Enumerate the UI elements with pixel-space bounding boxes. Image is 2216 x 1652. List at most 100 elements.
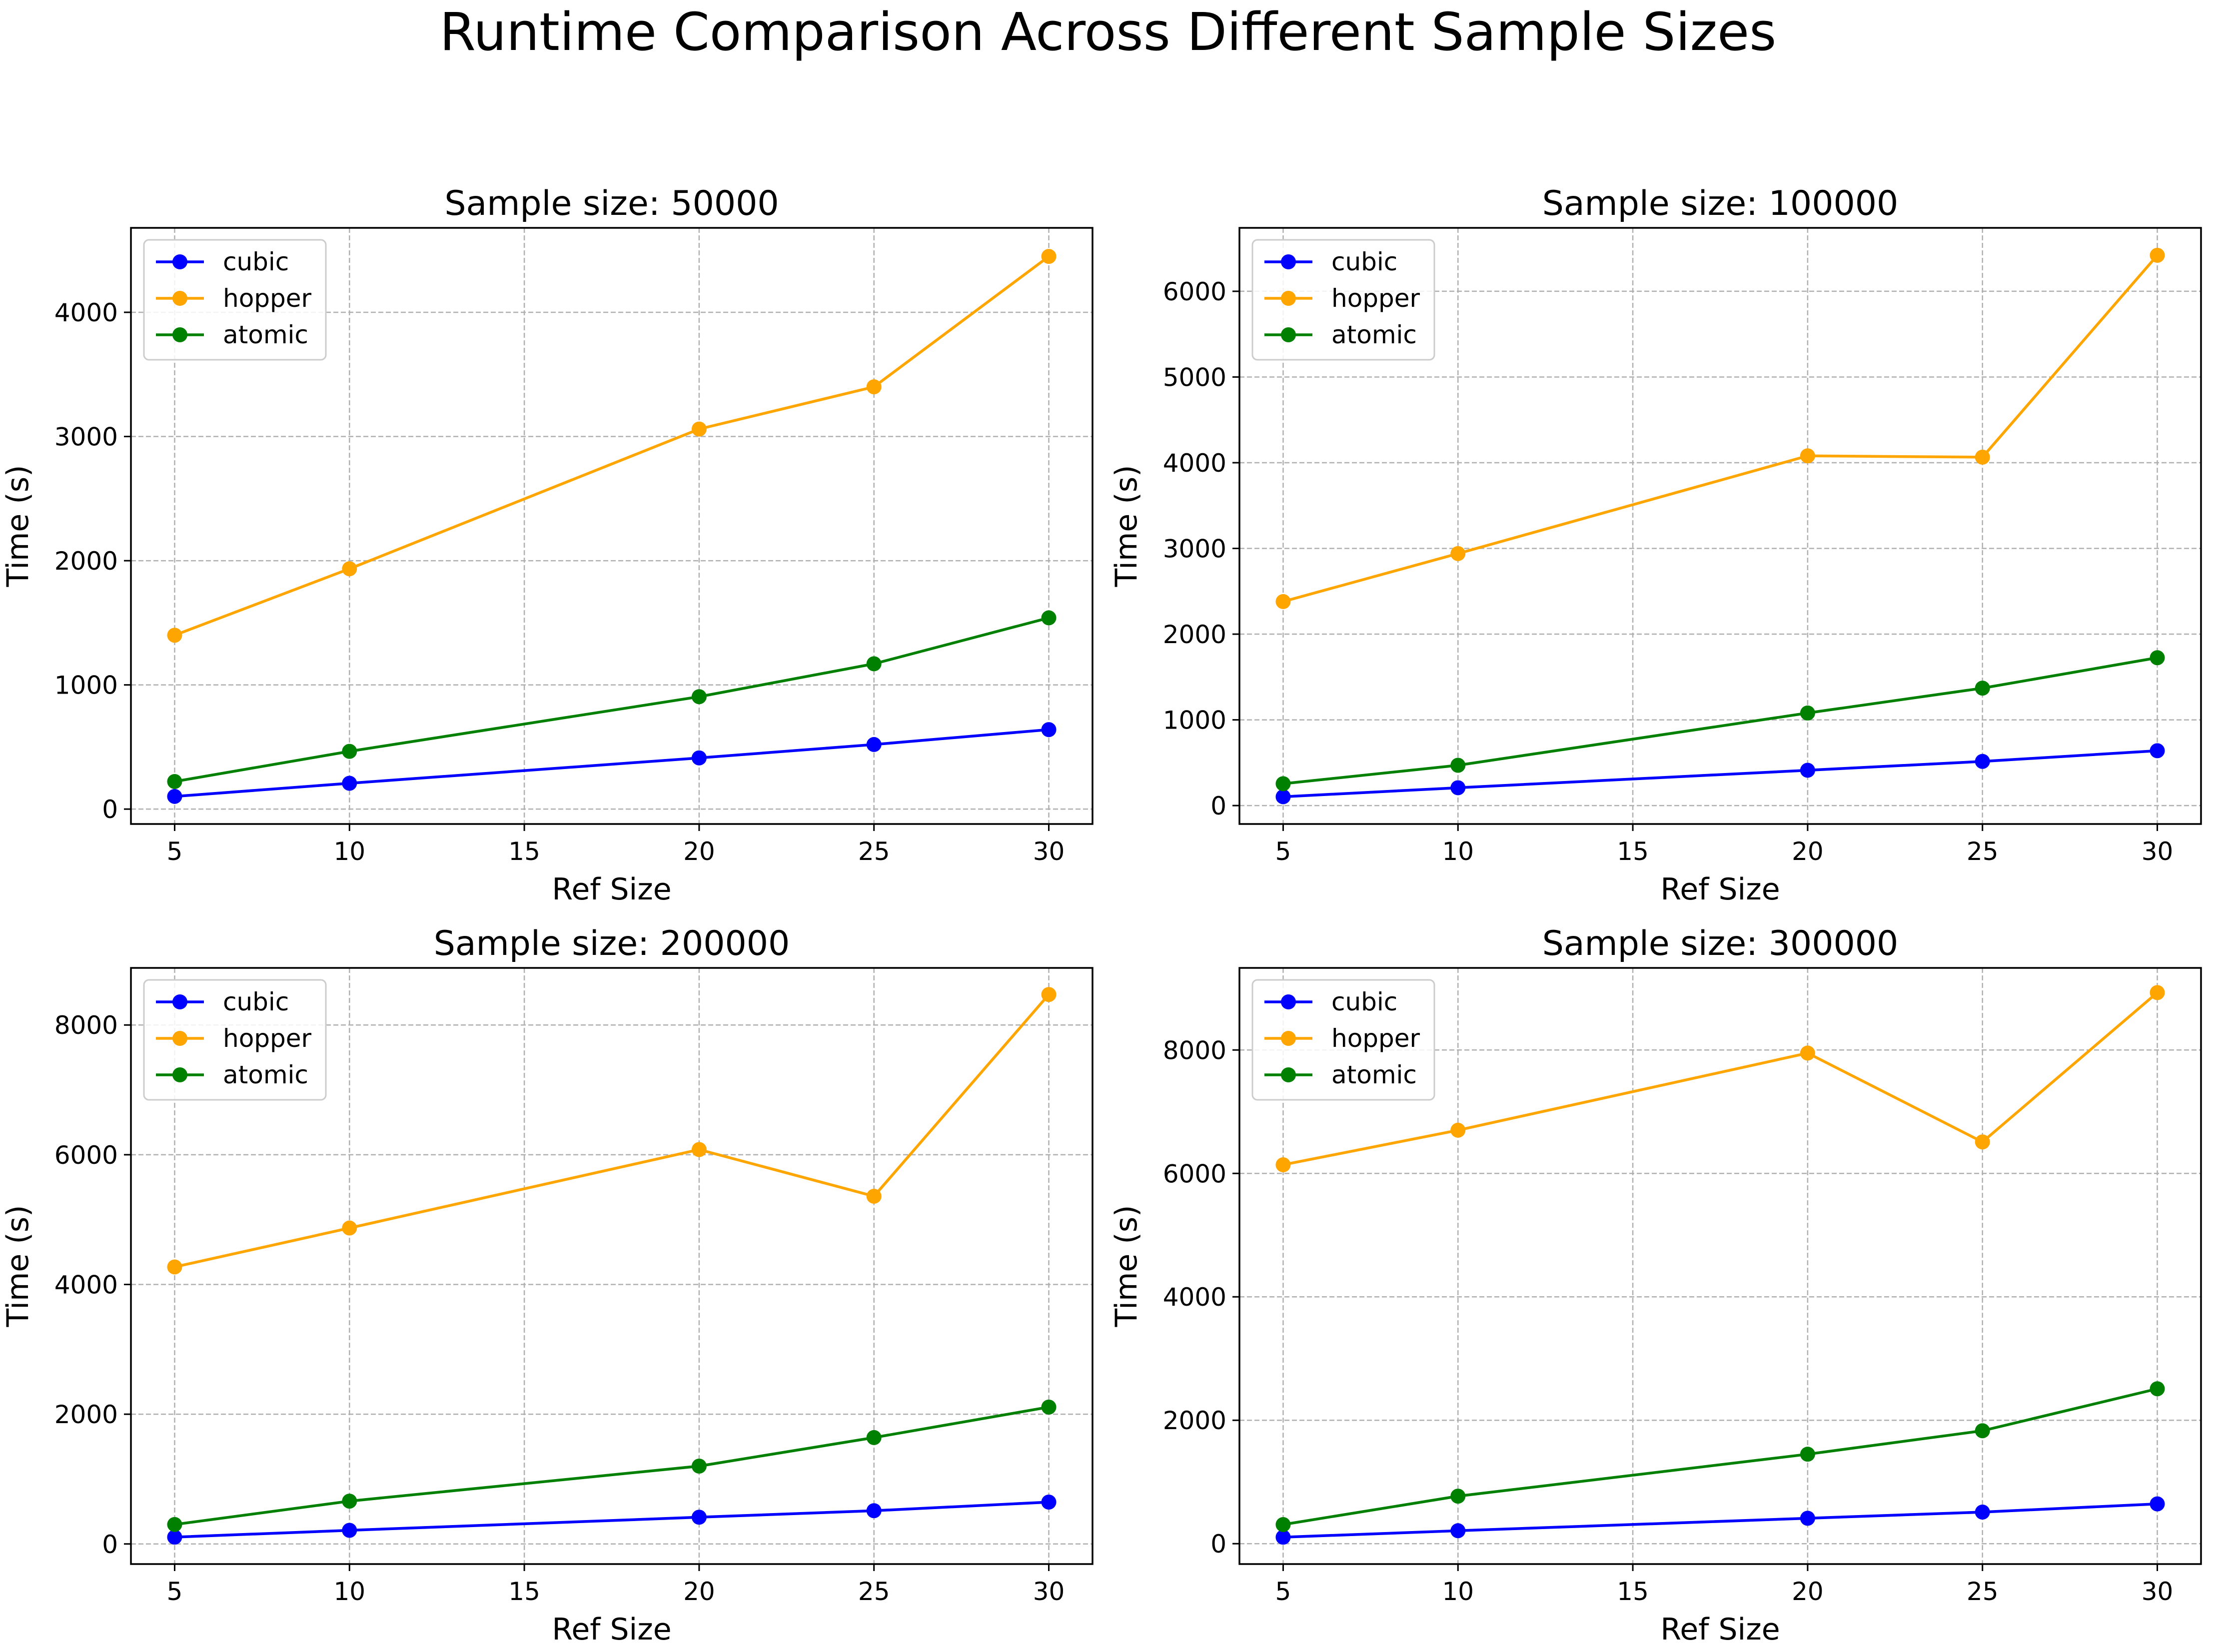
data-point-atomic xyxy=(2150,650,2165,666)
subplot-4: 5 10 15 20 25 30 0 2000 4000 6000 8000 Sample size:… xyxy=(1109,924,2202,1647)
data-point-hopper xyxy=(342,1220,357,1236)
y-axis-label: Time (s) xyxy=(0,1205,35,1328)
data-point-atomic xyxy=(691,689,707,705)
data-point-atomic xyxy=(1275,776,1291,792)
x-tick-label: 5 xyxy=(167,837,183,866)
figure-title: Runtime Comparison Across Different Samp… xyxy=(440,1,1777,62)
legend-label-atomic: atomic xyxy=(223,320,308,349)
x-tick-label: 25 xyxy=(1967,1577,1999,1606)
axes-frame xyxy=(130,967,1094,1565)
x-tick-label: 20 xyxy=(1792,1577,1824,1606)
data-point-atomic xyxy=(1975,681,1990,696)
data-point-hopper xyxy=(1041,249,1057,264)
x-axis-label: Ref Size xyxy=(552,872,671,907)
data-point-hopper xyxy=(866,379,882,395)
data-point-hopper xyxy=(167,628,182,643)
y-tick-label: 8000 xyxy=(1163,1036,1226,1065)
y-tick-label: 1000 xyxy=(54,671,118,700)
legend-marker-cubic xyxy=(172,254,187,269)
legend-marker-hopper xyxy=(1281,291,1296,306)
data-point-atomic xyxy=(1041,610,1057,626)
data-point-hopper xyxy=(1450,1122,1466,1138)
y-tick-label: 2000 xyxy=(1163,1406,1226,1435)
data-point-cubic xyxy=(1800,763,1815,778)
data-point-atomic xyxy=(1041,1399,1057,1415)
data-point-hopper xyxy=(1975,1134,1990,1150)
x-axis-label: Ref Size xyxy=(1660,1612,1780,1647)
data-point-hopper xyxy=(1275,594,1291,609)
legend-box xyxy=(143,979,327,1101)
x-tick-label: 5 xyxy=(167,1577,183,1606)
data-point-hopper xyxy=(342,561,357,577)
axes-frame xyxy=(130,227,1094,825)
data-point-atomic xyxy=(167,774,182,789)
x-tick-label: 30 xyxy=(2142,837,2174,866)
legend-label-cubic: cubic xyxy=(1331,247,1397,276)
y-tick-label: 0 xyxy=(1210,792,1226,821)
data-point-atomic xyxy=(167,1517,182,1532)
data-point-cubic xyxy=(1041,722,1057,738)
legend-label-hopper: hopper xyxy=(223,1024,312,1053)
legend-box xyxy=(1251,979,1435,1101)
data-point-atomic xyxy=(1275,1517,1291,1532)
subplot-title: Sample size: 100000 xyxy=(1542,184,1899,223)
x-tick-label: 30 xyxy=(1033,1577,1065,1606)
data-point-atomic xyxy=(1800,705,1815,721)
x-tick-label: 20 xyxy=(683,837,715,866)
subplot-3: 5 10 15 20 25 30 0 2000 4000 6000 8000 Sample size:… xyxy=(0,924,1094,1647)
axes-frame xyxy=(1238,227,2202,825)
data-point-atomic xyxy=(1975,1423,1990,1439)
x-tick-label: 10 xyxy=(1442,1577,1474,1606)
legend-marker-cubic xyxy=(1281,254,1296,269)
data-point-hopper xyxy=(691,1142,707,1157)
data-point-hopper xyxy=(1450,546,1466,561)
data-point-cubic xyxy=(2150,743,2165,759)
y-tick-label: 6000 xyxy=(54,1141,118,1170)
data-point-cubic xyxy=(691,1510,707,1525)
legend-label-atomic: atomic xyxy=(223,1060,308,1089)
x-tick-label: 30 xyxy=(1033,837,1065,866)
legend: cubic hopper atomic xyxy=(1251,979,1435,1101)
x-tick-label: 20 xyxy=(683,1577,715,1606)
x-tick-label: 25 xyxy=(858,1577,890,1606)
data-point-hopper xyxy=(167,1259,182,1275)
subplot-2: 5 10 15 20 25 30 0 1000 2000 3000 4000 5000 6000 Samp… xyxy=(1109,184,2202,907)
data-point-cubic xyxy=(866,737,882,752)
legend-box xyxy=(143,239,327,361)
subplot-title: Sample size: 200000 xyxy=(434,924,790,963)
y-tick-label: 6000 xyxy=(1163,1159,1226,1188)
data-point-cubic xyxy=(1275,789,1291,805)
x-tick-label: 5 xyxy=(1275,1577,1291,1606)
x-axis-label: Ref Size xyxy=(1660,872,1780,907)
data-point-cubic xyxy=(1450,1523,1466,1539)
data-point-hopper xyxy=(1975,449,1990,465)
legend-label-hopper: hopper xyxy=(223,284,312,313)
legend: cubic hopper atomic xyxy=(1251,239,1435,361)
x-tick-label: 10 xyxy=(1442,837,1474,866)
axes-frame xyxy=(1238,967,2202,1565)
data-point-hopper xyxy=(2150,985,2165,1000)
data-point-atomic xyxy=(866,1430,882,1445)
legend-box xyxy=(1251,239,1435,361)
y-tick-label: 4000 xyxy=(1163,449,1226,478)
y-tick-label: 2000 xyxy=(1163,620,1226,649)
legend-label-cubic: cubic xyxy=(223,987,289,1016)
legend-marker-cubic xyxy=(172,994,187,1009)
data-point-cubic xyxy=(167,1530,182,1545)
legend-marker-hopper xyxy=(1281,1031,1296,1046)
legend-label-cubic: cubic xyxy=(1331,987,1397,1016)
data-point-hopper xyxy=(1800,1045,1815,1061)
legend-label-hopper: hopper xyxy=(1331,284,1420,313)
data-point-atomic xyxy=(1450,1489,1466,1504)
y-tick-label: 3000 xyxy=(54,423,118,452)
x-axis-label: Ref Size xyxy=(552,1612,671,1647)
data-point-atomic xyxy=(342,744,357,759)
data-point-cubic xyxy=(866,1503,882,1519)
y-tick-label: 2000 xyxy=(54,1400,118,1429)
legend-marker-atomic xyxy=(1281,1067,1296,1082)
subplot-1: 5 10 15 20 25 30 0 1000 2000 3000 4000 Sample size:… xyxy=(0,184,1094,907)
y-axis-label: Time (s) xyxy=(1109,1205,1144,1328)
data-point-cubic xyxy=(342,1523,357,1538)
x-tick-label: 30 xyxy=(2142,1577,2174,1606)
